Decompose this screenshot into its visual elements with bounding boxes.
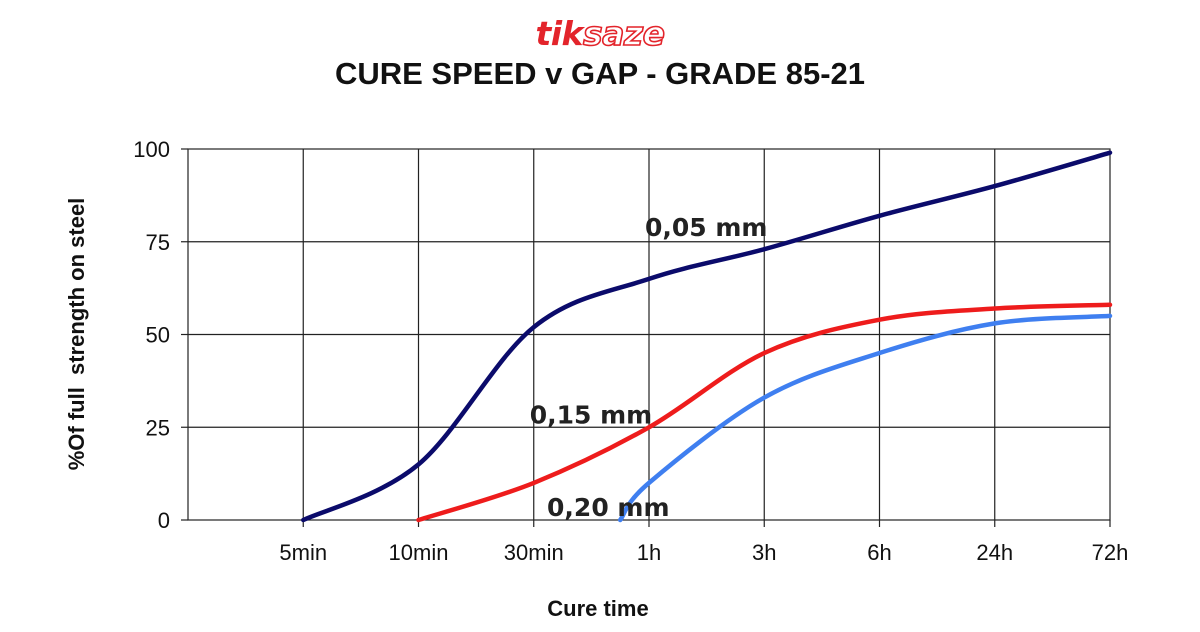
y-tick-label: 75 xyxy=(146,230,170,255)
logo-part-tik: tik xyxy=(535,14,584,53)
x-tick-label: 5min xyxy=(279,540,327,565)
series-labels: 0,05 mm 0,15 mm 0,20 mm xyxy=(530,213,768,522)
y-tick-label: 25 xyxy=(146,415,170,440)
series-label: 0,20 mm xyxy=(547,493,670,522)
logo-part-saze: saze xyxy=(582,13,666,54)
chart-grid xyxy=(181,148,1111,527)
y-tick-labels: 0 25 50 75 100 xyxy=(133,137,170,533)
y-axis-label: %Of full strength on steel xyxy=(64,198,89,471)
y-tick-label: 0 xyxy=(158,508,170,533)
x-axis-label: Cure time xyxy=(547,596,648,621)
x-tick-labels: 5min 10min 30min 1h 3h 6h 24h 72h xyxy=(279,540,1128,565)
tiksaze-logo: tiksaze xyxy=(0,13,1200,54)
series-lines xyxy=(301,150,1113,523)
chart-title: CURE SPEED v GAP - GRADE 85-21 xyxy=(334,56,866,91)
series-line xyxy=(416,302,1113,523)
y-tick-label: 50 xyxy=(146,323,170,348)
x-tick-label: 3h xyxy=(752,540,776,565)
series-line xyxy=(301,150,1113,523)
x-tick-label: 6h xyxy=(867,540,891,565)
x-tick-label: 72h xyxy=(1092,540,1129,565)
series-label: 0,15 mm xyxy=(530,400,653,429)
x-tick-label: 1h xyxy=(637,540,661,565)
series-line xyxy=(617,313,1113,523)
series-label: 0,05 mm xyxy=(645,213,768,242)
x-tick-label: 10min xyxy=(389,540,449,565)
x-tick-label: 24h xyxy=(976,540,1013,565)
x-tick-label: 30min xyxy=(504,540,564,565)
y-tick-label: 100 xyxy=(133,137,170,162)
